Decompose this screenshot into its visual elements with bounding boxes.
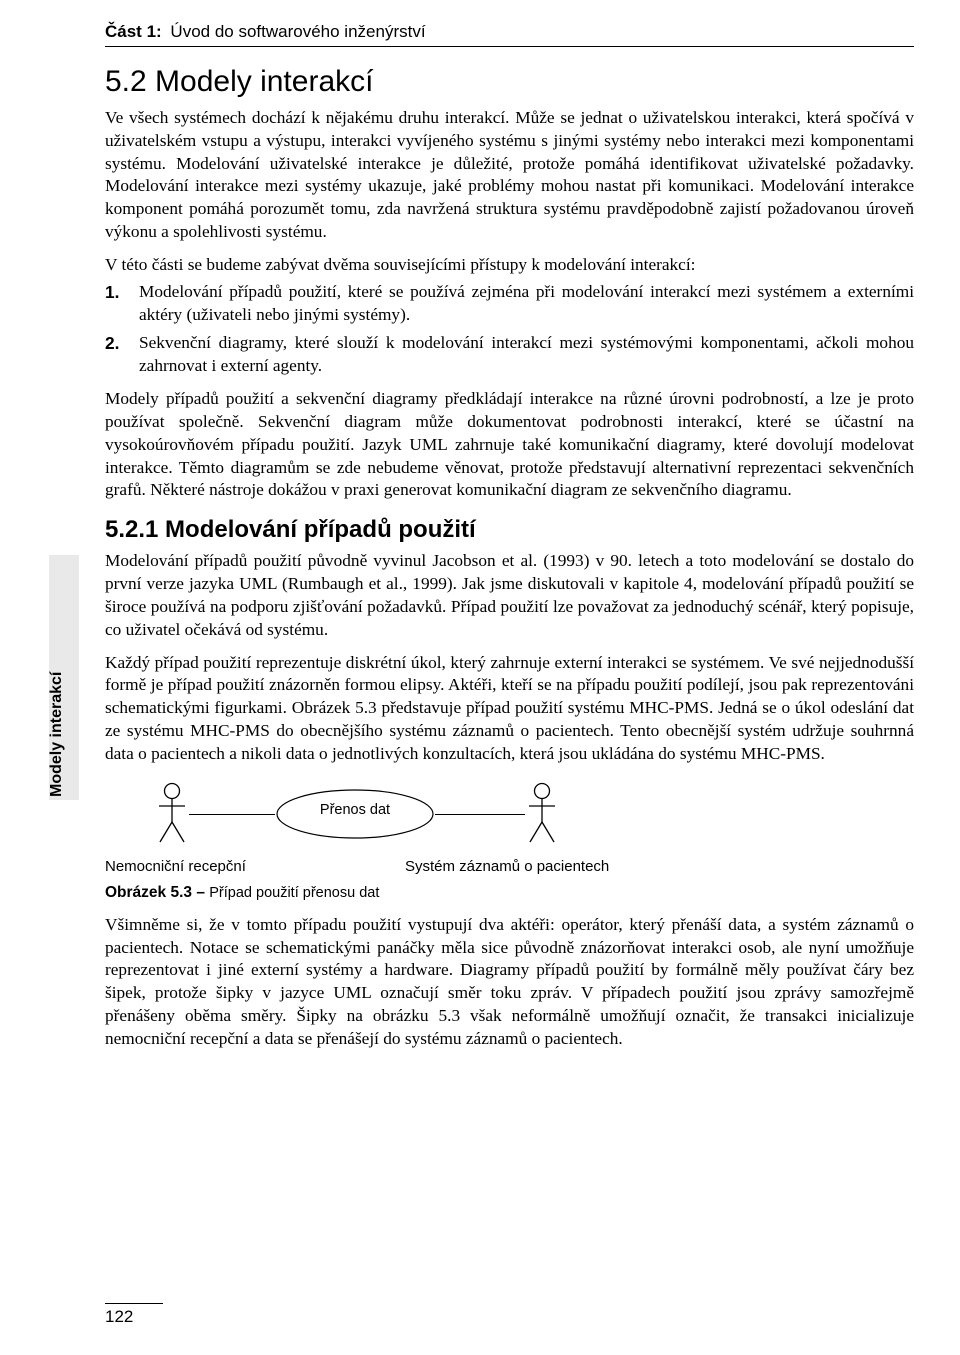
- page-number: 122: [105, 1303, 163, 1327]
- figure-number: Obrázek 5.3 –: [105, 884, 209, 901]
- actor-right-icon: [525, 782, 559, 846]
- paragraph: Každý případ použití reprezentuje diskré…: [105, 652, 914, 766]
- list-item: 1. Modelování případů použití, které se …: [105, 281, 914, 327]
- header-subtitle: Úvod do softwarového inženýrství: [170, 22, 425, 41]
- section-title: 5.2 Modely interakcí: [105, 65, 914, 99]
- use-case-diagram: Přenos dat Nemocniční recepční Systém zá…: [105, 778, 665, 878]
- paragraph: Modely případů použití a sekvenční diagr…: [105, 388, 914, 502]
- list-number: 2.: [105, 332, 139, 378]
- figure-caption: Obrázek 5.3 – Případ použití přenosu dat: [105, 884, 914, 902]
- list-number: 1.: [105, 281, 139, 327]
- numbered-list: 1. Modelování případů použití, které se …: [105, 281, 914, 378]
- actor-left-icon: [155, 782, 189, 846]
- use-case-label: Přenos dat: [275, 802, 435, 818]
- figure-description: Případ použití přenosu dat: [209, 885, 379, 901]
- paragraph: V této části se budeme zabývat dvěma sou…: [105, 254, 914, 277]
- actor-right-label: Systém záznamů o pacientech: [405, 858, 609, 875]
- paragraph: Ve všech systémech dochází k nějakému dr…: [105, 107, 914, 244]
- paragraph: Modelování případů použití původně vyvin…: [105, 550, 914, 641]
- header-part: Část 1:: [105, 22, 162, 41]
- subsection-title: 5.2.1 Modelování případů použití: [105, 516, 914, 544]
- list-text: Sekvenční diagramy, které slouží k model…: [139, 332, 914, 378]
- page-header: Část 1: Úvod do softwarového inženýrství: [105, 22, 914, 47]
- paragraph: Všimněme si, že v tomto případu použití …: [105, 914, 914, 1051]
- side-tab-label: Modely interakcí: [48, 672, 66, 797]
- connector-line: [435, 814, 525, 815]
- list-item: 2. Sekvenční diagramy, které slouží k mo…: [105, 332, 914, 378]
- page: Část 1: Úvod do softwarového inženýrství…: [0, 0, 960, 1355]
- use-case-ellipse: Přenos dat: [275, 788, 435, 840]
- connector-line: [189, 814, 275, 815]
- list-text: Modelování případů použití, které se pou…: [139, 281, 914, 327]
- actor-left-label: Nemocniční recepční: [105, 858, 246, 875]
